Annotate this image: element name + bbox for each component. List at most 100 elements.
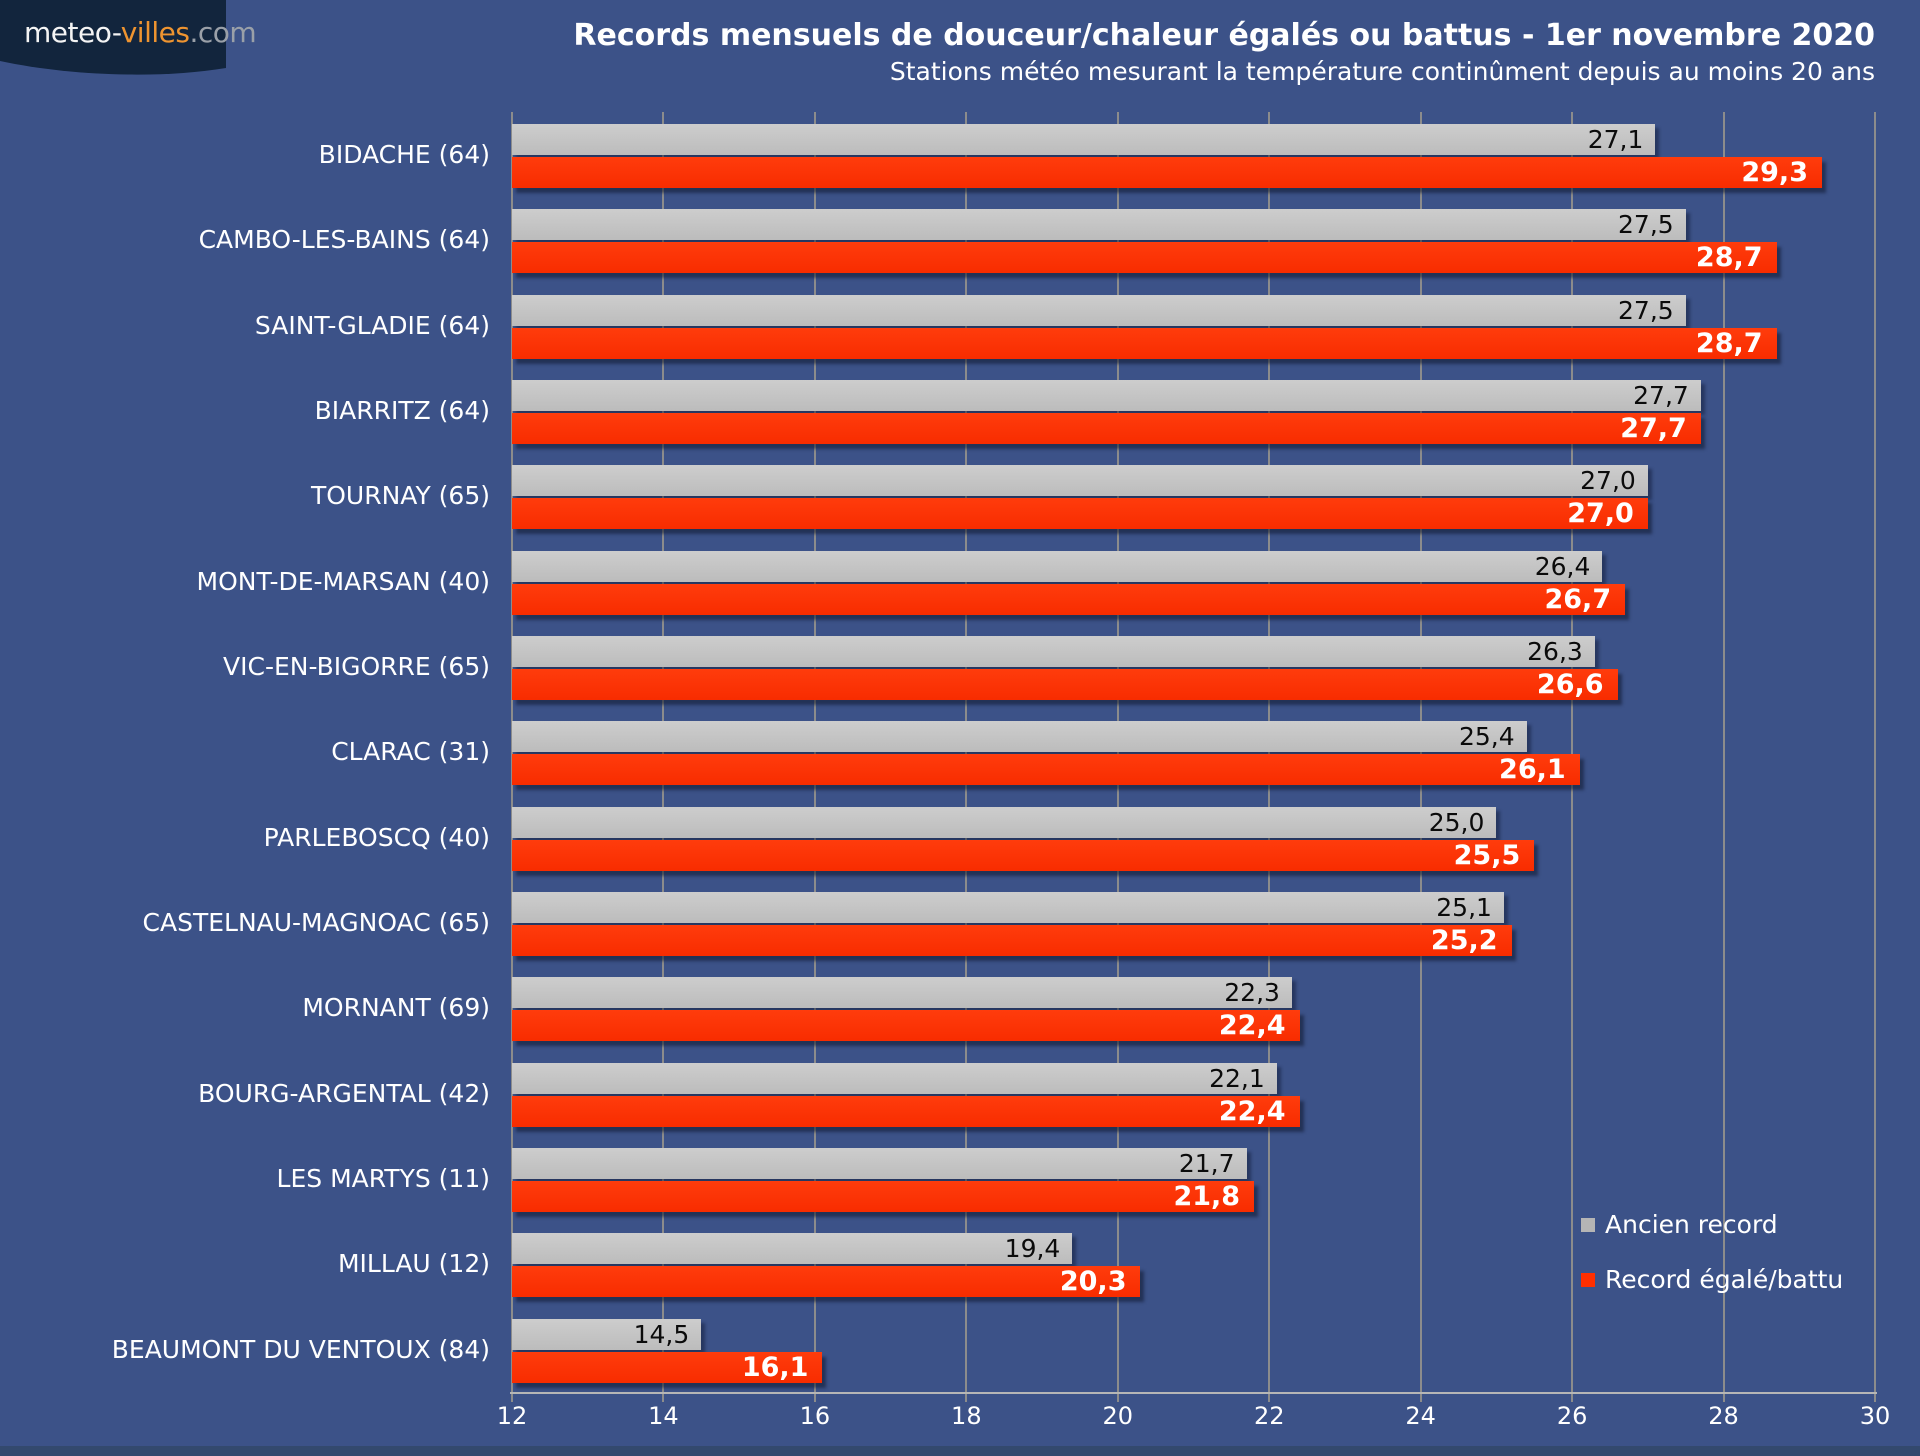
bar-value-label: 26,4: [1534, 551, 1591, 581]
bar-value-label: 29,3: [1741, 157, 1808, 188]
bar-record-battu: 20,3: [512, 1266, 1141, 1298]
bar-value-label: 26,6: [1536, 668, 1604, 700]
category-label: MONT-DE-MARSAN (40): [196, 566, 490, 596]
bar-ancien-record: 27,0: [512, 465, 1648, 497]
category-label: TOURNAY (65): [310, 481, 490, 511]
bar-ancien-record: 26,4: [512, 550, 1603, 582]
bar-pair-row: 26,4 26,7: [512, 539, 1875, 624]
gridline: [1874, 112, 1876, 1402]
legend-item: Ancien record: [1581, 1210, 1843, 1239]
bar-record-battu: 25,2: [512, 924, 1512, 956]
gridline: [1722, 112, 1725, 1402]
chart-title: Records mensuels de douceur/chaleur égal…: [573, 18, 1875, 53]
category-label: BOURG-ARGENTAL (42): [198, 1078, 490, 1108]
x-axis-labels: 12 14 16 18 20 22 24 26 28 30: [497, 1402, 1891, 1442]
legend-swatch: [1581, 1272, 1595, 1287]
bar-value-label: 25,0: [1428, 807, 1485, 837]
footer-strip: [0, 1446, 1920, 1456]
chart-header: Records mensuels de douceur/chaleur égal…: [573, 18, 1875, 88]
bar-ancien-record: 14,5: [512, 1318, 702, 1350]
x-tick-label: 22: [1253, 1402, 1285, 1430]
x-tick-label: 20: [1102, 1402, 1134, 1430]
logo-part-com: .com: [189, 16, 257, 49]
category-label: LES MARTYS (11): [276, 1164, 490, 1194]
legend-swatch: [1581, 1217, 1595, 1232]
x-tick-label: 18: [951, 1402, 982, 1430]
bar-rows: 27,1 29,3 27,5 28,7 27,5 28,7 27,7 27,7 27,0 27,0…: [512, 112, 1875, 1392]
bar-pair-row: 25,4 26,1: [512, 709, 1875, 794]
bar-ancien-record: 27,7: [512, 379, 1701, 411]
x-tick-label: 30: [1859, 1402, 1891, 1430]
bar-pair-row: 27,1 29,3: [512, 112, 1875, 197]
bar-value-label: 27,7: [1633, 380, 1689, 410]
bar-record-battu: 27,7: [512, 412, 1701, 444]
category-label: PARLEBOSCQ (40): [263, 822, 490, 852]
x-tick-label: 24: [1405, 1402, 1436, 1430]
bar-value-label: 28,7: [1695, 242, 1763, 274]
x-tick-label: 16: [799, 1402, 831, 1430]
category-label: BEAUMONT DU VENTOUX (84): [111, 1334, 490, 1364]
x-tick-label: 12: [496, 1402, 528, 1430]
category-label: BIARRITZ (64): [314, 396, 490, 426]
category-label: CLARAC (31): [331, 737, 490, 767]
bar-value-label: 21,8: [1173, 1180, 1241, 1212]
bar-value-label: 28,7: [1695, 327, 1763, 359]
bar-value-label: 25,2: [1430, 924, 1498, 956]
chart-subtitle: Stations météo mesurant la température c…: [889, 57, 1875, 86]
category-label: BIDACHE (64): [318, 140, 490, 170]
bar-ancien-record: 26,3: [512, 635, 1595, 667]
bar-value-label: 26,3: [1527, 636, 1583, 666]
bar-ancien-record: 22,1: [512, 1062, 1277, 1094]
bar-pair-row: 21,7 21,8: [512, 1136, 1875, 1221]
bar-ancien-record: 21,7: [512, 1147, 1247, 1179]
bar-ancien-record: 25,4: [512, 721, 1527, 753]
bar-value-label: 26,1: [1499, 754, 1566, 786]
bar-value-label: 22,3: [1224, 978, 1280, 1008]
logo-text: meteo-villes.com: [24, 16, 257, 49]
bar-value-label: 14,5: [633, 1319, 690, 1349]
category-label: CASTELNAU-MAGNOAC (65): [142, 908, 490, 938]
bar-record-battu: 28,7: [512, 242, 1777, 274]
bar-record-battu: 26,1: [512, 754, 1580, 786]
category-label: CAMBO-LES-BAINS (64): [198, 225, 490, 255]
logo-background: [0, 0, 226, 75]
bar-record-battu: 28,7: [512, 327, 1777, 359]
bar-record-battu: 22,4: [512, 1095, 1300, 1127]
legend-item: Record égalé/battu: [1581, 1265, 1843, 1294]
bar-record-battu: 22,4: [512, 1010, 1300, 1042]
bar-record-battu: 21,8: [512, 1180, 1255, 1212]
bar-pair-row: 26,3 26,6: [512, 624, 1875, 709]
bar-pair-row: 22,1 22,4: [512, 1051, 1875, 1136]
bar-value-label: 27,7: [1620, 412, 1687, 444]
bar-pair-row: 25,0 25,5: [512, 795, 1875, 880]
bar-value-label: 27,0: [1567, 498, 1634, 530]
x-tick-label: 14: [648, 1402, 679, 1430]
category-label: MORNANT (69): [302, 993, 490, 1023]
bar-value-label: 27,5: [1618, 295, 1674, 325]
bar-pair-row: 14,5 16,1: [512, 1307, 1875, 1392]
bar-value-label: 22,4: [1218, 1010, 1286, 1042]
bar-value-label: 25,5: [1453, 839, 1521, 871]
legend: Ancien record Record égalé/battu: [1581, 1210, 1843, 1320]
bar-record-battu: 27,0: [512, 498, 1648, 530]
bar-pair-row: 27,0 27,0: [512, 453, 1875, 538]
bar-ancien-record: 19,4: [512, 1233, 1073, 1265]
x-tick-label: 28: [1708, 1402, 1739, 1430]
bar-ancien-record: 25,1: [512, 891, 1504, 923]
bar-pair-row: 19,4 20,3: [512, 1221, 1875, 1306]
bar-record-battu: 29,3: [512, 157, 1822, 188]
bar-ancien-record: 22,3: [512, 977, 1292, 1009]
logo: meteo-villes.com: [0, 0, 257, 88]
bar-value-label: 20,3: [1059, 1266, 1127, 1298]
logo-part-meteo: meteo-: [24, 16, 121, 49]
bar-record-battu: 25,5: [512, 839, 1535, 871]
bar-value-label: 27,0: [1580, 466, 1636, 496]
bar-value-label: 19,4: [1004, 1234, 1061, 1264]
bar-value-label: 26,7: [1544, 583, 1612, 615]
bar-record-battu: 16,1: [512, 1351, 823, 1383]
category-label: VIC-EN-BIGORRE (65): [223, 652, 490, 682]
logo-part-villes: villes: [120, 16, 190, 49]
bar-value-label: 22,1: [1209, 1063, 1265, 1093]
category-labels: BIDACHE (64) CAMBO-LES-BAINS (64) SAINT-GL…: [0, 112, 490, 1392]
bar-pair-row: 25,1 25,2: [512, 880, 1875, 965]
